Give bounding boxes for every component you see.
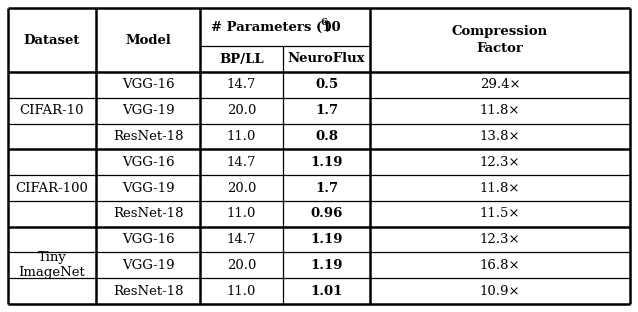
- Text: 1.19: 1.19: [310, 233, 343, 246]
- Text: Tiny
ImageNet: Tiny ImageNet: [19, 251, 85, 279]
- Text: 29.4×: 29.4×: [480, 78, 521, 91]
- Text: 1.7: 1.7: [315, 182, 338, 194]
- Text: NeuroFlux: NeuroFlux: [288, 52, 365, 66]
- Text: CIFAR-10: CIFAR-10: [20, 104, 84, 117]
- Text: ResNet-18: ResNet-18: [113, 207, 183, 220]
- Text: 14.7: 14.7: [226, 78, 256, 91]
- Text: Model: Model: [125, 33, 171, 46]
- Text: 0.96: 0.96: [310, 207, 343, 220]
- Text: VGG-16: VGG-16: [122, 78, 174, 91]
- Text: VGG-19: VGG-19: [122, 182, 174, 194]
- Text: 14.7: 14.7: [226, 156, 256, 169]
- Text: Dataset: Dataset: [24, 33, 80, 46]
- Text: 12.3×: 12.3×: [480, 233, 521, 246]
- Text: 10.9×: 10.9×: [480, 285, 521, 298]
- Text: ResNet-18: ResNet-18: [113, 130, 183, 143]
- Text: 11.8×: 11.8×: [480, 104, 520, 117]
- Text: # Parameters (10: # Parameters (10: [211, 21, 341, 33]
- Text: 20.0: 20.0: [227, 259, 256, 272]
- Text: 11.0: 11.0: [227, 130, 256, 143]
- Text: Compression
Factor: Compression Factor: [452, 26, 548, 55]
- Text: 1.7: 1.7: [315, 104, 338, 117]
- Text: VGG-19: VGG-19: [122, 259, 174, 272]
- Text: VGG-19: VGG-19: [122, 104, 174, 117]
- Text: BP/LL: BP/LL: [219, 52, 263, 66]
- Text: 20.0: 20.0: [227, 104, 256, 117]
- Text: 13.8×: 13.8×: [480, 130, 521, 143]
- Text: 16.8×: 16.8×: [480, 259, 521, 272]
- Text: ResNet-18: ResNet-18: [113, 285, 183, 298]
- Text: 11.0: 11.0: [227, 285, 256, 298]
- Text: CIFAR-100: CIFAR-100: [15, 182, 89, 194]
- Text: 0.8: 0.8: [315, 130, 338, 143]
- Text: 1.19: 1.19: [310, 156, 343, 169]
- Text: 0.5: 0.5: [315, 78, 338, 91]
- Text: 6: 6: [320, 18, 327, 27]
- Text: ): ): [325, 21, 331, 33]
- Text: 20.0: 20.0: [227, 182, 256, 194]
- Text: 11.0: 11.0: [227, 207, 256, 220]
- Text: 12.3×: 12.3×: [480, 156, 521, 169]
- Text: 11.8×: 11.8×: [480, 182, 520, 194]
- Text: 11.5×: 11.5×: [480, 207, 520, 220]
- Text: 1.19: 1.19: [310, 259, 343, 272]
- Text: VGG-16: VGG-16: [122, 156, 174, 169]
- Text: VGG-16: VGG-16: [122, 233, 174, 246]
- Text: 1.01: 1.01: [310, 285, 343, 298]
- Text: 14.7: 14.7: [226, 233, 256, 246]
